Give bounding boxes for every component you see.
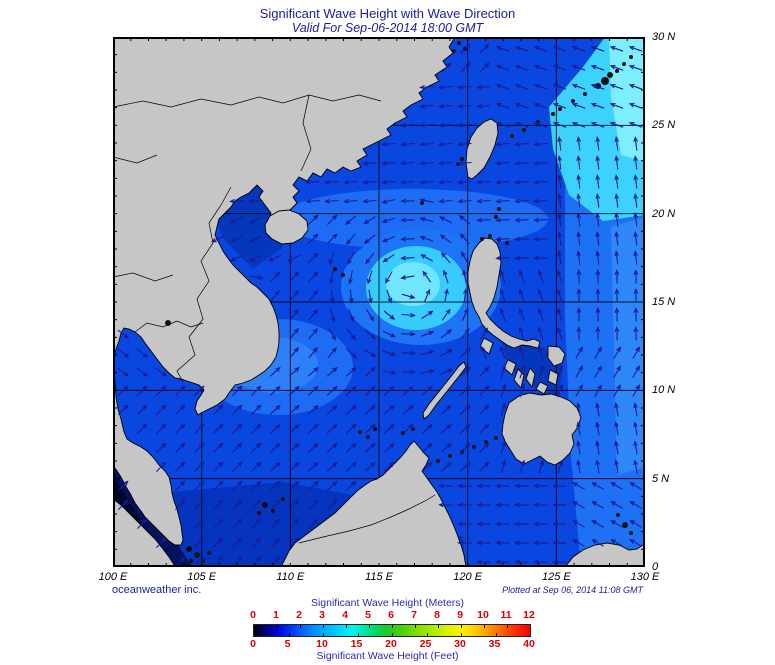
meters-tick: 5: [365, 609, 371, 621]
landmass-sumatra: [113, 498, 176, 567]
credit-text: oceanweather inc.: [112, 584, 202, 596]
lat-label: 30 N: [652, 31, 676, 43]
colorbar-tick: [346, 625, 347, 628]
lon-label: 100 E: [98, 571, 128, 583]
lat-label: 5 N: [652, 472, 670, 485]
landmass-borneo: [280, 440, 467, 567]
feet-tick: 20: [385, 638, 397, 650]
meters-tick: 8: [434, 609, 440, 621]
landmass-cebu: [525, 367, 536, 389]
meters-tick: 1: [273, 609, 279, 621]
colorbar-tick: [323, 625, 324, 628]
legend-meters-label: Significant Wave Height (Meters): [310, 597, 465, 609]
meters-tick: 0: [250, 609, 256, 621]
lon-label: 115 E: [365, 571, 393, 583]
colorbar-tick: [426, 633, 428, 636]
meters-tick: 3: [319, 609, 325, 621]
land-layer: [113, 37, 645, 567]
page-subtitle: Valid For Sep-06-2014 18:00 GMT: [291, 21, 484, 35]
lat-label: 10 N: [652, 384, 676, 397]
landmass-china-indochina: [113, 37, 456, 546]
feet-tick: 0: [250, 638, 256, 650]
feet-tick: 35: [488, 638, 501, 650]
meters-tick: 2: [296, 609, 302, 621]
lon-label: 110 E: [276, 571, 305, 583]
landmass-leyte: [547, 369, 559, 386]
meters-tick: 12: [523, 609, 535, 621]
page-header: Significant Wave Height with Wave Direct…: [0, 6, 775, 36]
lat-label: 20 N: [652, 207, 676, 220]
colorbar-tick: [323, 633, 324, 636]
legend-feet-label: Significant Wave Height (Feet): [316, 650, 459, 662]
feet-tick: 15: [350, 638, 363, 650]
colorbar-tick: [369, 625, 370, 628]
colorbar-tick: [300, 625, 301, 628]
lon-label: 125 E: [541, 571, 571, 583]
meters-tick: 6: [388, 609, 394, 621]
colorbar-tick: [392, 633, 393, 636]
colorbar-tick: [288, 633, 290, 636]
feet-tick: 40: [523, 638, 535, 650]
colorbar-tick: [277, 625, 278, 628]
lon-label: 120 E: [453, 571, 483, 583]
colorbar-tick: [415, 625, 416, 628]
meters-tick: 9: [457, 609, 463, 621]
colorbar-tick: [438, 625, 439, 628]
colorbar-tick: [495, 633, 497, 636]
meters-tick: 7: [411, 609, 417, 621]
colorbar-tick: [357, 633, 359, 636]
feet-tick: 25: [419, 638, 432, 650]
colorbar-tick: [461, 633, 462, 636]
lon-label: 130 E: [630, 571, 660, 583]
feet-tick: 10: [316, 638, 328, 650]
landmass-samar: [547, 345, 566, 367]
map-frame: [113, 37, 645, 567]
feet-tick: 5: [284, 638, 291, 650]
landmass-sulawesi: [564, 542, 645, 567]
landmass-hainan: [264, 209, 309, 245]
landmass-bohol: [535, 381, 549, 395]
meters-tick: 4: [342, 609, 348, 621]
legend-colorbar: [253, 624, 531, 637]
colorbar-tick: [484, 625, 485, 628]
landmass-luzon: [467, 237, 541, 349]
landmass-palawan: [422, 361, 467, 420]
lon-label: 105 E: [187, 571, 217, 583]
wave-map-canvas: [113, 37, 645, 567]
plotted-at-text: Plotted at Sep 06, 2014 11:08 GMT: [502, 585, 643, 595]
lat-label: 25 N: [652, 119, 676, 132]
colorbar-tick: [392, 625, 393, 628]
colorbar-tick: [507, 625, 508, 628]
lat-label: 15 N: [652, 296, 676, 308]
lat-label: 0: [652, 561, 659, 573]
meters-tick: 11: [500, 609, 512, 621]
meters-tick: 10: [477, 609, 489, 621]
landmass-mindanao: [501, 392, 582, 466]
feet-tick: 30: [454, 638, 466, 650]
wave-direction-arrows: [117, 43, 643, 567]
colorbar-tick: [461, 625, 462, 628]
page-title: Significant Wave Height with Wave Direct…: [259, 6, 516, 21]
landmass-mindoro: [479, 337, 494, 355]
